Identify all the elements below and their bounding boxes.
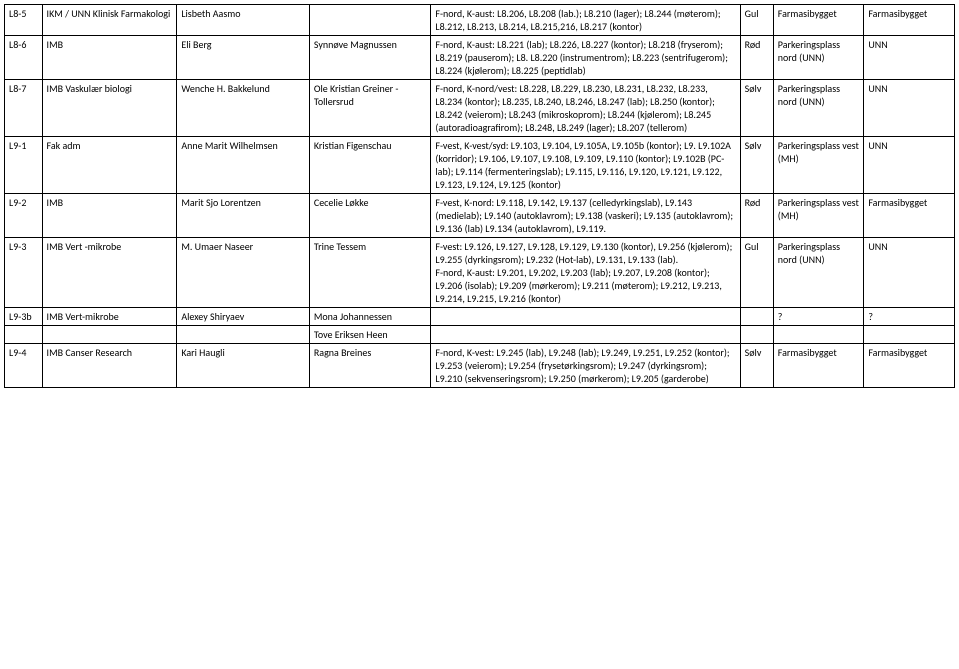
code-cell: L8-6: [5, 36, 43, 80]
person1-cell: Anne Marit Wilhelmsen: [177, 137, 310, 194]
person2-cell: Ragna Breines: [309, 344, 431, 388]
code-cell: L8-5: [5, 5, 43, 36]
code-cell: L8-7: [5, 80, 43, 137]
dept-cell: IMB Vert-mikrobe: [42, 308, 177, 326]
table-row: Tove Eriksen Heen: [5, 326, 955, 344]
color-cell: Gul: [740, 238, 773, 308]
desc-cell: F-nord, K-aust: L8.206, L8.208 (lab.); L…: [431, 5, 740, 36]
desc-cell: F-nord, K-nord/vest: L8.228, L8.229, L8.…: [431, 80, 740, 137]
person1-cell: M. Umaer Naseer: [177, 238, 310, 308]
person1-cell: Lisbeth Aasmo: [177, 5, 310, 36]
loc2-cell: UNN: [864, 238, 955, 308]
person2-cell: Cecelie Løkke: [309, 194, 431, 238]
color-cell: Rød: [740, 36, 773, 80]
table-row: L8-5IKM / UNN Klinisk FarmakologiLisbeth…: [5, 5, 955, 36]
color-cell: [740, 308, 773, 326]
main-table: L8-5IKM / UNN Klinisk FarmakologiLisbeth…: [4, 4, 955, 388]
color-cell: Gul: [740, 5, 773, 36]
person1-cell: Eli Berg: [177, 36, 310, 80]
loc1-cell: Farmasibygget: [773, 5, 864, 36]
loc1-cell: Farmasibygget: [773, 344, 864, 388]
dept-cell: IMB Vert -mikrobe: [42, 238, 177, 308]
code-cell: L9-1: [5, 137, 43, 194]
person2-cell: Synnøve Magnussen: [309, 36, 431, 80]
loc2-cell: UNN: [864, 80, 955, 137]
person2-cell: [309, 5, 431, 36]
table-row: L9-1Fak admAnne Marit WilhelmsenKristian…: [5, 137, 955, 194]
dept-cell: IKM / UNN Klinisk Farmakologi: [42, 5, 177, 36]
loc1-cell: Parkeringsplass nord (UNN): [773, 36, 864, 80]
loc1-cell: Parkeringsplass nord (UNN): [773, 238, 864, 308]
empty-cell: [740, 326, 773, 344]
loc1-cell: Parkeringsplass nord (UNN): [773, 80, 864, 137]
loc2-cell: UNN: [864, 137, 955, 194]
empty-cell: [177, 326, 310, 344]
dept-cell: IMB: [42, 36, 177, 80]
empty-cell: [431, 326, 740, 344]
loc2-cell: UNN: [864, 36, 955, 80]
color-cell: Sølv: [740, 344, 773, 388]
person1-cell: Wenche H. Bakkelund: [177, 80, 310, 137]
color-cell: Sølv: [740, 137, 773, 194]
color-cell: Sølv: [740, 80, 773, 137]
desc-cell: F-nord, K-vest: L9.245 (lab), L9.248 (la…: [431, 344, 740, 388]
table-row: L8-7IMB Vaskulær biologiWenche H. Bakkel…: [5, 80, 955, 137]
person2-cell: Trine Tessem: [309, 238, 431, 308]
empty-cell: [5, 326, 43, 344]
loc2-cell: Farmasibygget: [864, 344, 955, 388]
person1-cell: Marit Sjo Lorentzen: [177, 194, 310, 238]
table-row: L9-3IMB Vert -mikrobeM. Umaer NaseerTrin…: [5, 238, 955, 308]
table-row: L9-3bIMB Vert-mikrobeAlexey ShiryaevMona…: [5, 308, 955, 326]
table-row: L9-2IMBMarit Sjo LorentzenCecelie LøkkeF…: [5, 194, 955, 238]
desc-cell: [431, 308, 740, 326]
person2-cell: Ole Kristian Greiner -Tollersrud: [309, 80, 431, 137]
dept-cell: IMB Vaskulær biologi: [42, 80, 177, 137]
desc-cell: F-nord, K-aust: L8.221 (lab); L8.226, L8…: [431, 36, 740, 80]
color-cell: Rød: [740, 194, 773, 238]
person2-cell: Tove Eriksen Heen: [309, 326, 431, 344]
desc-cell: F-vest, K-vest/syd: L9.103, L9.104, L9.1…: [431, 137, 740, 194]
dept-cell: Fak adm: [42, 137, 177, 194]
loc1-cell: ?: [773, 308, 864, 326]
code-cell: L9-2: [5, 194, 43, 238]
desc-cell: F-vest: L9.126, L9.127, L9.128, L9.129, …: [431, 238, 740, 308]
code-cell: L9-3: [5, 238, 43, 308]
loc2-cell: ?: [864, 308, 955, 326]
table-row: L8-6IMBEli BergSynnøve MagnussenF-nord, …: [5, 36, 955, 80]
loc1-cell: Parkeringsplass vest (MH): [773, 194, 864, 238]
empty-cell: [773, 326, 864, 344]
person1-cell: Kari Haugli: [177, 344, 310, 388]
loc2-cell: Farmasibygget: [864, 5, 955, 36]
loc2-cell: Farmasibygget: [864, 194, 955, 238]
loc1-cell: Parkeringsplass vest (MH): [773, 137, 864, 194]
person1-cell: Alexey Shiryaev: [177, 308, 310, 326]
dept-cell: IMB Canser Research: [42, 344, 177, 388]
person2-cell: Kristian Figenschau: [309, 137, 431, 194]
code-cell: L9-3b: [5, 308, 43, 326]
empty-cell: [864, 326, 955, 344]
code-cell: L9-4: [5, 344, 43, 388]
person2-cell: Mona Johannessen: [309, 308, 431, 326]
empty-cell: [42, 326, 177, 344]
desc-cell: F-vest, K-nord: L9.118, L9.142, L9.137 (…: [431, 194, 740, 238]
table-row: L9-4IMB Canser ResearchKari HaugliRagna …: [5, 344, 955, 388]
dept-cell: IMB: [42, 194, 177, 238]
